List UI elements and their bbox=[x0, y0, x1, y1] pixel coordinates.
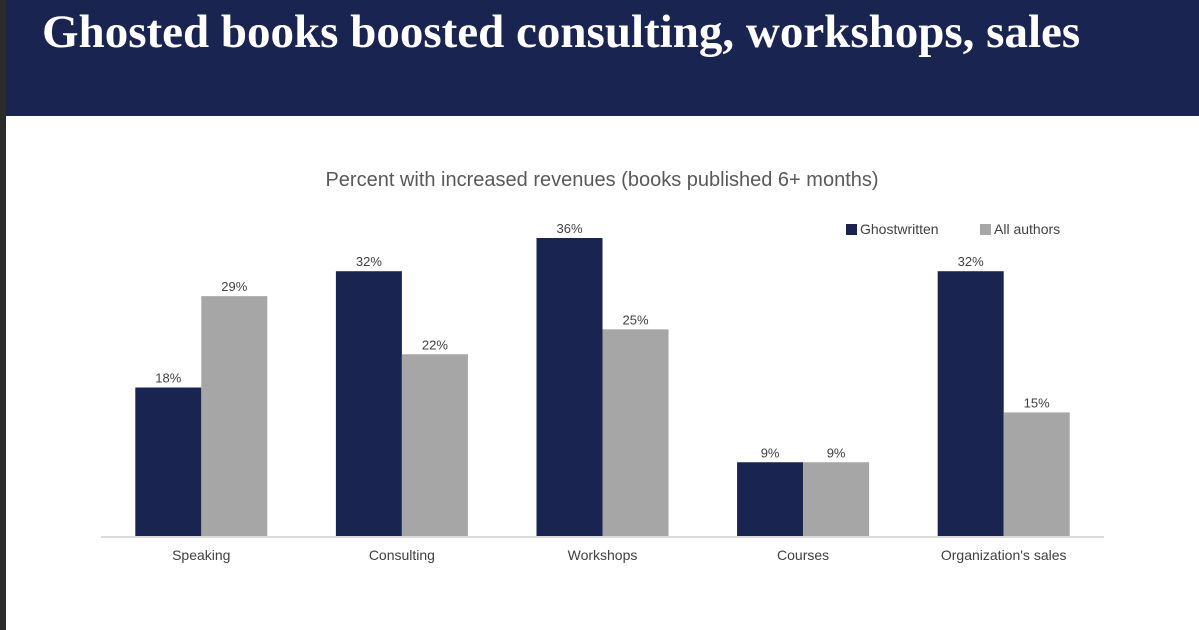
value-label-ghostwritten-speaking: 18% bbox=[155, 371, 181, 386]
category-labels-group: Speaking Consulting Workshops Courses Organi… bbox=[172, 547, 1066, 563]
title-band: Ghosted books boosted consulting, worksh… bbox=[6, 0, 1199, 116]
bar-all-authors-courses bbox=[803, 462, 870, 537]
bar-all-authors-organization-s-sales bbox=[1003, 412, 1070, 537]
bar-ghostwritten-speaking bbox=[135, 387, 202, 537]
slide: Ghosted books boosted consulting, worksh… bbox=[6, 0, 1199, 630]
legend-swatch-all-authors bbox=[980, 224, 991, 235]
category-label-courses: Courses bbox=[777, 547, 829, 563]
legend: Ghostwritten All authors bbox=[846, 221, 1060, 237]
value-label-all-authors-consulting: 22% bbox=[422, 337, 448, 352]
bar-ghostwritten-courses bbox=[737, 462, 804, 537]
bar-all-authors-workshops bbox=[602, 329, 669, 537]
value-label-ghostwritten-consulting: 32% bbox=[356, 254, 382, 269]
legend-label-ghostwritten: Ghostwritten bbox=[860, 221, 939, 237]
value-labels-group: 18% 29% 32% 22% 36% 25% 9% 9% 32% 15% bbox=[155, 221, 1050, 460]
category-label-consulting: Consulting bbox=[369, 547, 435, 563]
value-label-ghostwritten-courses: 9% bbox=[761, 445, 780, 460]
category-label-workshops: Workshops bbox=[568, 547, 638, 563]
legend-swatch-ghostwritten bbox=[846, 224, 857, 235]
value-label-all-authors-speaking: 29% bbox=[221, 279, 247, 294]
bars-group bbox=[135, 238, 1070, 537]
category-label-organization-s-sales: Organization's sales bbox=[941, 547, 1067, 563]
legend-label-all-authors: All authors bbox=[994, 221, 1060, 237]
bar-ghostwritten-workshops bbox=[536, 238, 603, 537]
value-label-all-authors-courses: 9% bbox=[827, 445, 846, 460]
category-label-speaking: Speaking bbox=[172, 547, 230, 563]
chart-title: Percent with increased revenues (books p… bbox=[325, 169, 878, 191]
value-label-ghostwritten-workshops: 36% bbox=[556, 221, 582, 236]
bar-ghostwritten-organization-s-sales bbox=[937, 271, 1004, 537]
bar-chart: Percent with increased revenues (books p… bbox=[101, 169, 1104, 563]
value-label-all-authors-workshops: 25% bbox=[622, 312, 648, 327]
bar-all-authors-consulting bbox=[401, 354, 468, 537]
value-label-all-authors-organization-s-sales: 15% bbox=[1024, 395, 1050, 410]
value-label-ghostwritten-organization-s-sales: 32% bbox=[958, 254, 984, 269]
slide-title: Ghosted books boosted consulting, worksh… bbox=[42, 6, 1081, 58]
bar-ghostwritten-consulting bbox=[335, 271, 402, 537]
bar-all-authors-speaking bbox=[201, 296, 268, 537]
